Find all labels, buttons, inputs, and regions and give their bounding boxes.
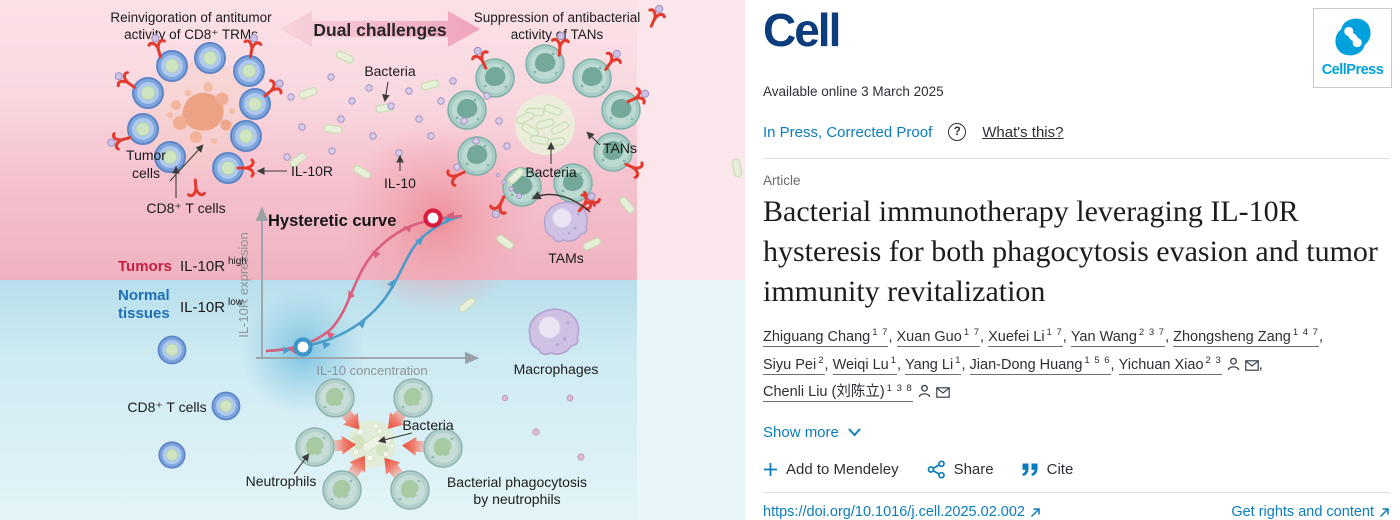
author-chenli-liu-[interactable]: Chenli Liu (刘陈立) 1 3 8 bbox=[763, 383, 950, 403]
label-tumor-cells-line1: Tumor bbox=[126, 147, 166, 163]
hysteresis-plot: Hysteretic curve IL-10R expression IL-10… bbox=[236, 206, 480, 378]
graphical-abstract[interactable]: Dual challenges Reinvigoration of antitu… bbox=[0, 0, 745, 520]
phagocytosed-bacteria bbox=[348, 420, 396, 468]
normal-label-line2: tissues bbox=[118, 305, 170, 322]
author-weiqi-lu[interactable]: Weiqi Lu 1, bbox=[832, 354, 906, 375]
chevron-down-icon bbox=[848, 428, 861, 437]
right-challenge-line1: Suppression of antibacterial bbox=[474, 10, 641, 25]
label-il10r: IL-10R bbox=[291, 163, 333, 179]
il10r-low-sup: low bbox=[228, 297, 244, 308]
plus-icon bbox=[764, 463, 777, 477]
label-tans: TANs bbox=[603, 140, 637, 156]
label-cd8-top: CD8⁺ T cells bbox=[146, 200, 225, 216]
external-link-icon bbox=[1379, 508, 1389, 518]
action-toolbar: Add to Mendeley Share Ci bbox=[763, 460, 1390, 480]
author-yan-wang[interactable]: Yan Wang 2 3 7, bbox=[1070, 327, 1174, 347]
cite-quote-icon bbox=[1021, 463, 1038, 476]
cell-journal-logo[interactable]: Cell bbox=[763, 4, 841, 56]
available-online-date: Available online 3 March 2025 bbox=[763, 84, 944, 99]
label-neutrophils: Neutrophils bbox=[246, 473, 317, 489]
label-phagocytosis-line2: by neutrophils bbox=[473, 491, 560, 507]
dual-challenges-label: Dual challenges bbox=[313, 20, 447, 40]
il10r-low-base: IL-10R bbox=[180, 299, 225, 316]
author-zhiguang-chang[interactable]: Zhiguang Chang 1 7, bbox=[763, 327, 897, 347]
x-axis-label: IL-10 concentration bbox=[316, 363, 427, 378]
in-press-row: In Press, Corrected Proof ? What's this? bbox=[763, 123, 1390, 141]
email-icon[interactable] bbox=[1244, 359, 1259, 371]
label-cd8-bottom: CD8⁺ T cells bbox=[127, 399, 206, 415]
share-button[interactable]: Share bbox=[927, 460, 994, 480]
label-macrophages: Macrophages bbox=[514, 361, 599, 377]
in-press-link[interactable]: In Press, Corrected Proof bbox=[763, 123, 933, 141]
author-yichuan-xiao[interactable]: Yichuan Xiao 2 3, bbox=[1118, 354, 1263, 375]
divider-bottom bbox=[763, 492, 1390, 494]
y-axis-label: IL-10R expression bbox=[236, 232, 251, 338]
il10r-high-sup: high bbox=[228, 256, 247, 267]
il10r-high-base: IL-10R bbox=[180, 258, 225, 275]
left-challenge-line2: activity of CD8⁺ TRMs bbox=[124, 27, 258, 42]
tumor-cells bbox=[167, 82, 235, 144]
author-jian-dong-huang[interactable]: Jian-Dong Huang 1 5 6, bbox=[969, 354, 1119, 375]
neutrophil-cell bbox=[315, 378, 355, 418]
author-yang-li[interactable]: Yang Li 1, bbox=[905, 354, 970, 375]
cellpress-wordmark: CellPress bbox=[1321, 62, 1384, 78]
share-icon bbox=[927, 460, 945, 480]
tumors-label: Tumors bbox=[118, 258, 172, 275]
cellpress-icon bbox=[1334, 18, 1371, 56]
author-zhongsheng-zang[interactable]: Zhongsheng Zang 1 4 7, bbox=[1173, 327, 1323, 347]
neutrophil-ring bbox=[295, 378, 463, 510]
person-icon[interactable] bbox=[1227, 357, 1240, 371]
doi-link[interactable]: https://doi.org/10.1016/j.cell.2025.02.0… bbox=[763, 504, 1041, 520]
author-siyu-pei[interactable]: Siyu Pei 2, bbox=[763, 354, 833, 375]
tan-bacteria-cluster bbox=[445, 32, 652, 221]
normal-state-marker bbox=[293, 337, 313, 357]
cite-button[interactable]: Cite bbox=[1021, 461, 1073, 478]
help-icon[interactable]: ? bbox=[948, 123, 967, 141]
article-title: Bacterial immunotherapy leveraging IL-10… bbox=[763, 195, 1378, 308]
rights-and-content-link[interactable]: Get rights and content bbox=[1231, 504, 1390, 520]
left-challenge-line1: Reinvigoration of antitumor bbox=[110, 10, 272, 25]
tumor-cd8-cluster bbox=[106, 33, 288, 198]
label-bacteria-cluster: Bacteria bbox=[525, 164, 577, 180]
normal-label-line1: Normal bbox=[118, 287, 170, 304]
divider-top bbox=[763, 158, 1390, 159]
person-icon[interactable] bbox=[918, 384, 931, 398]
dual-challenges-banner: Dual challenges bbox=[280, 11, 480, 47]
label-il10: IL-10 bbox=[384, 175, 416, 191]
small-dots bbox=[501, 394, 585, 461]
external-link-icon bbox=[1030, 508, 1040, 518]
author-xuefei-li[interactable]: Xuefei Li 1 7, bbox=[988, 327, 1071, 347]
author-list: Zhiguang Chang 1 7, Xuan Guo 1 7, Xuefei L… bbox=[763, 321, 1375, 404]
author-xuan-guo[interactable]: Xuan Guo 1 7, bbox=[896, 327, 989, 347]
label-tumor-cells-line2: cells bbox=[132, 165, 160, 181]
whats-this-link[interactable]: What's this? bbox=[982, 123, 1064, 141]
tam-cell bbox=[495, 172, 600, 243]
email-icon[interactable] bbox=[936, 387, 950, 399]
tumor-state-marker bbox=[423, 208, 443, 228]
article-type-label: Article bbox=[763, 173, 801, 188]
add-to-mendeley-button[interactable]: Add to Mendeley bbox=[763, 461, 899, 478]
plot-title: Hysteretic curve bbox=[268, 212, 396, 230]
label-tams: TAMs bbox=[548, 250, 584, 266]
cellpress-logo[interactable]: CellPress bbox=[1313, 8, 1392, 88]
show-more-button[interactable]: Show more bbox=[763, 424, 861, 441]
label-bacteria-bottom: Bacteria bbox=[402, 417, 454, 433]
macrophage-cell bbox=[528, 308, 580, 402]
article-panel: Cell CellPress Available online 3 March … bbox=[745, 0, 1400, 520]
label-bacteria-top: Bacteria bbox=[364, 63, 416, 79]
label-phagocytosis-line1: Bacterial phagocytosis bbox=[447, 474, 587, 490]
links-row: https://doi.org/10.1016/j.cell.2025.02.0… bbox=[763, 504, 1390, 520]
tan-cell bbox=[475, 58, 515, 98]
